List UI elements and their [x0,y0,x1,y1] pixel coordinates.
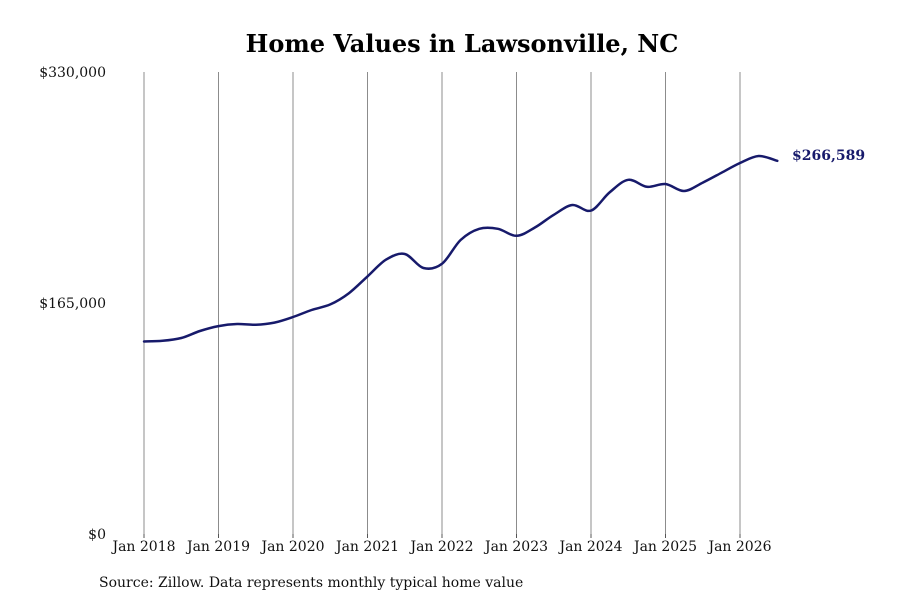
x-tick-label-3: Jan 2021 [334,539,399,555]
x-tick-label-4: Jan 2022 [408,539,473,555]
source-note: Source: Zillow. Data represents monthly … [99,575,523,591]
x-tick-label-5: Jan 2023 [483,539,548,555]
x-tick-label-1: Jan 2019 [185,539,250,555]
chart-title: Home Values in Lawsonville, NC [246,29,679,58]
y-tick-label-1: $165,000 [39,296,106,312]
y-tick-label-0: $0 [88,527,106,543]
x-tick-label-0: Jan 2018 [110,539,175,555]
x-gridlines [143,72,741,534]
x-tick-label-6: Jan 2024 [557,539,622,555]
x-tick-label-7: Jan 2025 [632,539,697,555]
x-tick-label-2: Jan 2020 [259,539,324,555]
home-value-line [142,154,779,343]
y-tick-label-2: $330,000 [39,65,106,81]
y-axis-ticks: $0 $165,000 $330,000 [39,65,106,543]
x-tick-label-8: Jan 2026 [706,539,771,555]
end-value-label: $266,589 [792,148,865,164]
x-axis-ticks: Jan 2018 Jan 2019 Jan 2020 Jan 2021 Jan 2022… [110,534,772,555]
